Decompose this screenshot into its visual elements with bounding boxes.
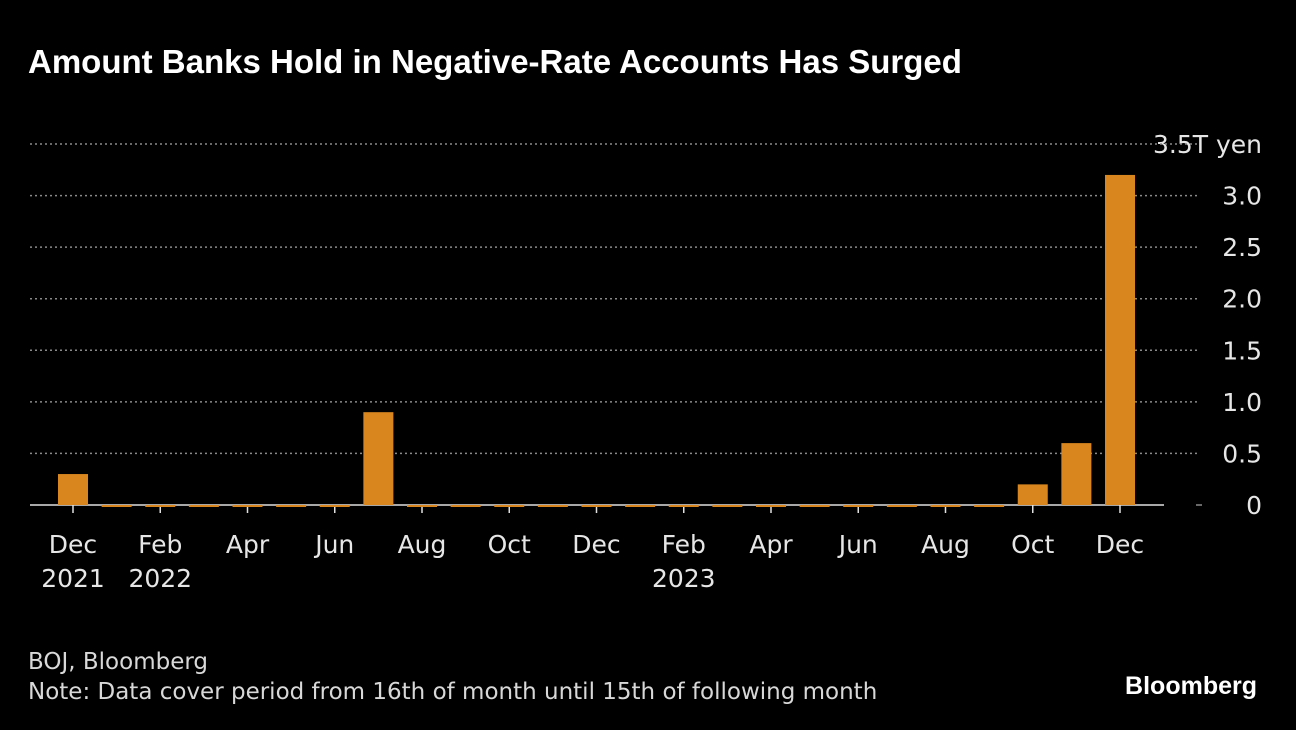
bar [1061,443,1092,505]
y-tick-label: 3.5T yen [1153,130,1262,159]
y-tick-label: 2.5 [1222,233,1262,262]
x-tick-label: Dec 2021 [41,530,105,593]
y-tick-label: 2.0 [1222,285,1262,314]
x-tick-label: Aug [398,530,447,559]
y-tick-label: 0 [1246,491,1262,520]
x-tick-label: Dec [1096,530,1144,559]
brand: Bloomberg [1125,672,1257,700]
bar [1105,174,1135,505]
y-tick-label: 3.0 [1222,182,1262,211]
x-tick-label: Oct [488,530,531,559]
x-tick-label: Jun [837,530,878,559]
bar [363,412,394,505]
source: BOJ, Bloomberg [28,649,208,675]
x-tick-label: Dec [572,530,620,559]
note: Note: Data cover period from 16th of mon… [28,679,877,705]
x-tick-label: Feb 2023 [652,530,716,593]
y-tick-label: 1.0 [1222,388,1262,417]
x-tick-label: Oct [1011,530,1054,559]
x-tick-label: Apr [749,530,793,559]
x-tick-label: Feb 2022 [128,530,192,593]
x-tick-label: Apr [226,530,270,559]
y-tick-label: 1.5 [1222,336,1262,365]
chart-title: Amount Banks Hold in Negative-Rate Accou… [28,43,962,80]
bar [58,474,88,505]
bar [1017,484,1048,505]
y-tick-label: 0.5 [1222,439,1262,468]
x-tick-label: Aug [921,530,970,559]
x-tick-label: Jun [313,530,354,559]
